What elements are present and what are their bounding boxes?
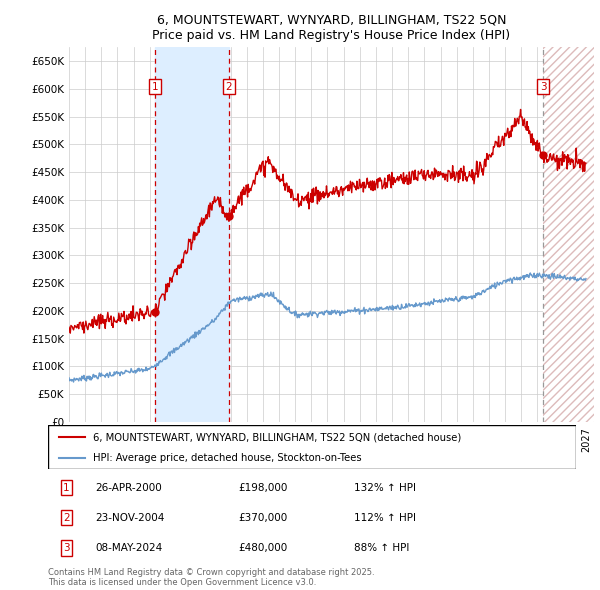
Text: 26-APR-2000: 26-APR-2000 [95,483,162,493]
Text: £198,000: £198,000 [238,483,287,493]
Title: 6, MOUNTSTEWART, WYNYARD, BILLINGHAM, TS22 5QN
Price paid vs. HM Land Registry's: 6, MOUNTSTEWART, WYNYARD, BILLINGHAM, TS… [152,14,511,42]
Text: 2: 2 [63,513,70,523]
Text: 88% ↑ HPI: 88% ↑ HPI [354,543,410,553]
Text: HPI: Average price, detached house, Stockton-on-Tees: HPI: Average price, detached house, Stoc… [93,453,362,463]
Bar [543,47,594,422]
Text: 3: 3 [540,81,547,91]
Text: £370,000: £370,000 [238,513,287,523]
Text: 112% ↑ HPI: 112% ↑ HPI [354,513,416,523]
Text: 132% ↑ HPI: 132% ↑ HPI [354,483,416,493]
Text: Contains HM Land Registry data © Crown copyright and database right 2025.
This d: Contains HM Land Registry data © Crown c… [48,568,374,587]
Bar [155,47,229,422]
Text: 08-MAY-2024: 08-MAY-2024 [95,543,163,553]
Text: 2: 2 [226,81,232,91]
Text: £480,000: £480,000 [238,543,287,553]
Text: 1: 1 [63,483,70,493]
Text: 6, MOUNTSTEWART, WYNYARD, BILLINGHAM, TS22 5QN (detached house): 6, MOUNTSTEWART, WYNYARD, BILLINGHAM, TS… [93,432,461,442]
Text: 23-NOV-2004: 23-NOV-2004 [95,513,165,523]
Text: 3: 3 [63,543,70,553]
Text: 1: 1 [152,81,158,91]
